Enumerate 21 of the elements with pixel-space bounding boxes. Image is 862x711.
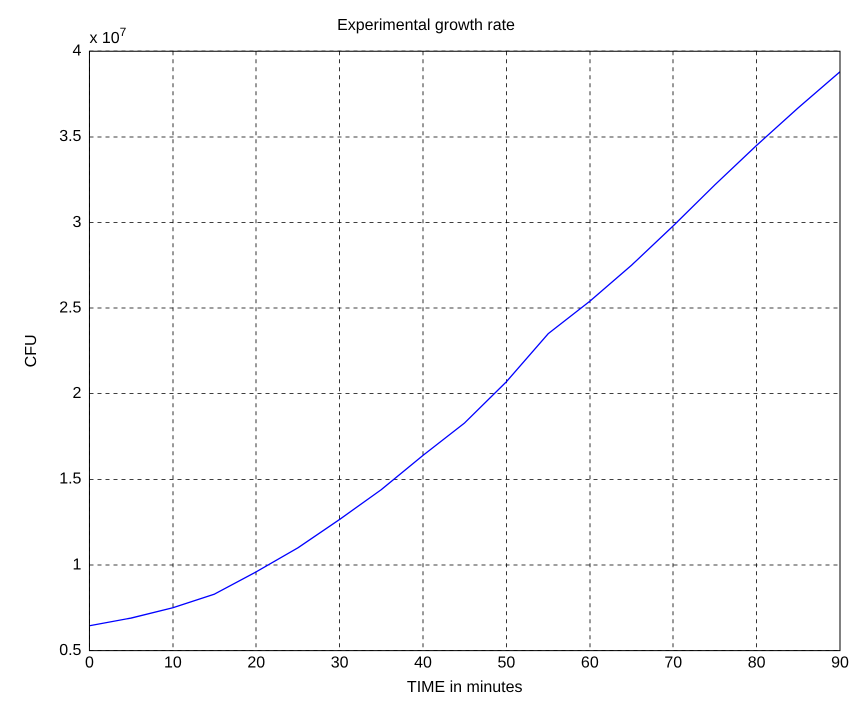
x-tick-label: 0 bbox=[84, 654, 94, 672]
y-tick-label: 1.5 bbox=[59, 470, 82, 488]
x-tick-label: 90 bbox=[831, 654, 849, 672]
y-tick-label: 4 bbox=[72, 42, 82, 60]
x-tick-label: 80 bbox=[748, 654, 766, 672]
x-tick-label: 70 bbox=[664, 654, 682, 672]
y-axis-title: CFU bbox=[23, 334, 40, 368]
y-tick-label: 3.5 bbox=[59, 128, 82, 146]
x-tick-label: 40 bbox=[414, 654, 432, 672]
x-tick-label: 50 bbox=[498, 654, 516, 672]
y-tick-label: 2 bbox=[72, 385, 82, 402]
y-tick-label: 3 bbox=[72, 214, 82, 231]
x-tick-label: 20 bbox=[247, 654, 266, 672]
y-tick-label: 2.5 bbox=[59, 299, 82, 316]
y-tick-label: 1 bbox=[72, 556, 82, 574]
y-tick-label: 0.5 bbox=[59, 642, 82, 660]
x-tick-label: 60 bbox=[580, 654, 599, 672]
x-tick-label: 30 bbox=[330, 654, 349, 672]
x-axis-title: TIME in minutes bbox=[406, 678, 523, 696]
x-tick-label: 10 bbox=[164, 654, 182, 672]
chart-title: Experimental growth rate bbox=[337, 17, 516, 34]
